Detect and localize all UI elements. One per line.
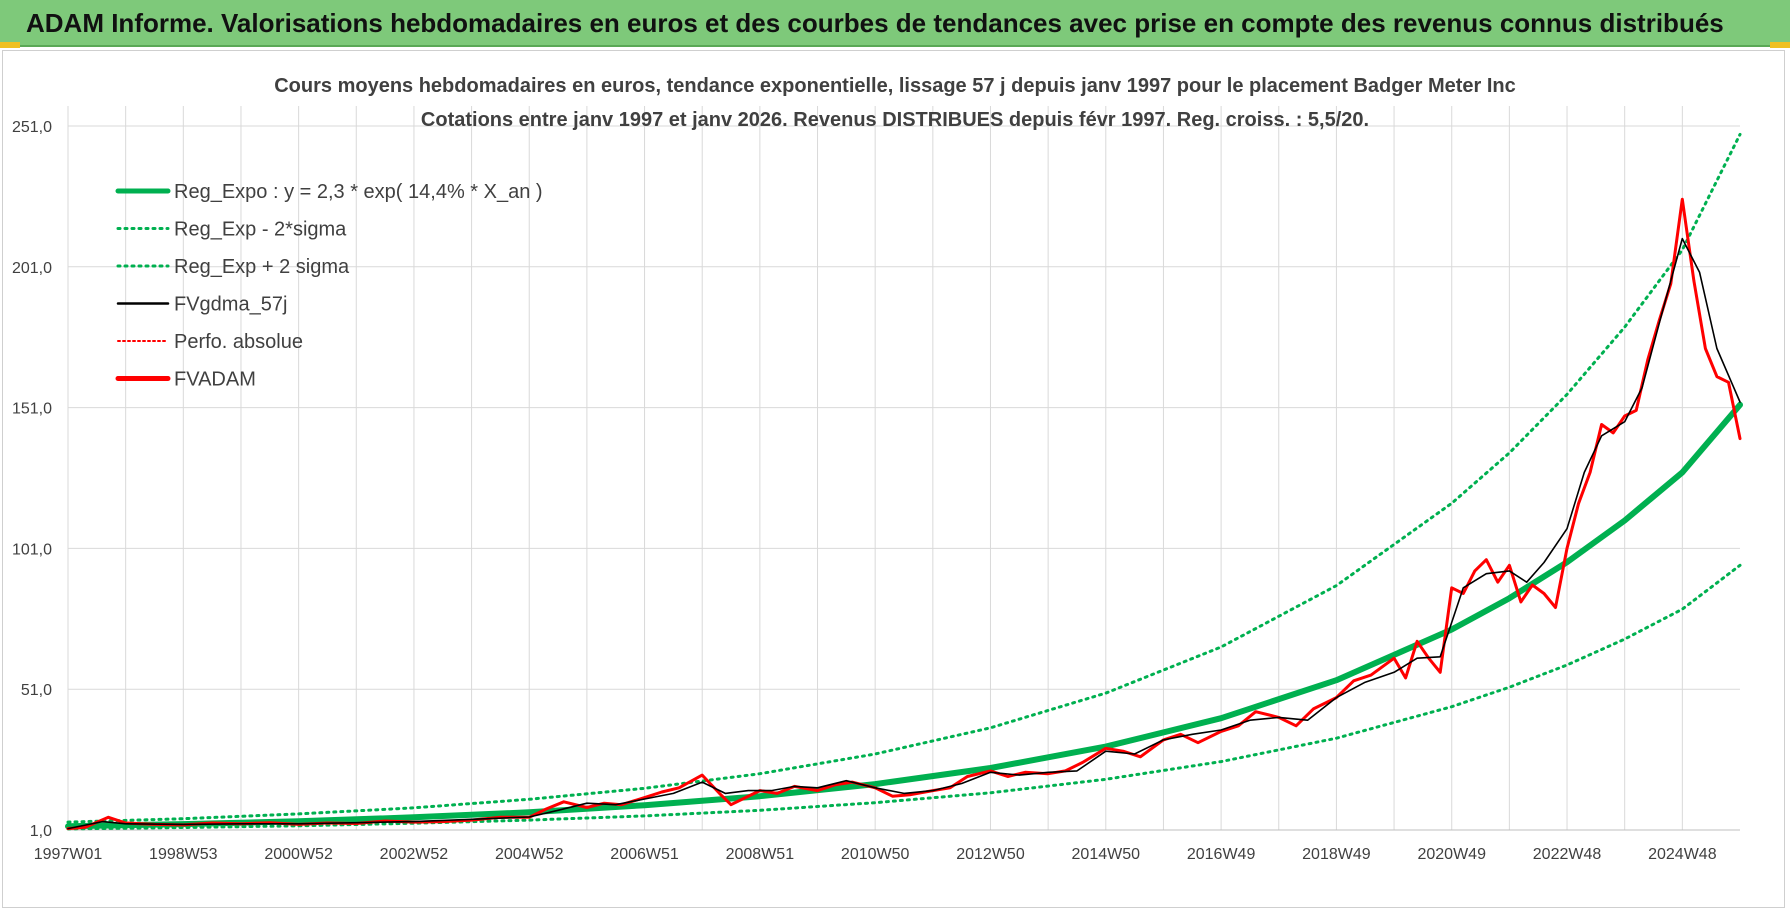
banner-title: ADAM Informe. Valorisations hebdomadaire…: [26, 8, 1724, 38]
x-tick-label: 1998W53: [149, 846, 218, 863]
chart-title-line1: Cours moyens hebdomadaires en euros, ten…: [274, 75, 1516, 97]
axes: 1,0 51,0 101,0 151,0 201,0 251,0 1997W01 1998W5…: [12, 119, 1740, 863]
legend-label-reg_minus: Reg_Exp - 2*sigma: [174, 219, 347, 241]
series-reg-plus-2sigma: [66, 132, 1742, 824]
legend-label-perfo: Perfo. absolue: [174, 331, 303, 353]
y-tick-label: 151,0: [12, 401, 52, 418]
corner-marker-right: [1770, 42, 1790, 48]
legend-label-reg_expo: Reg_Expo : y = 2,3 * exp( 14,4% * X_an ): [174, 181, 543, 203]
x-tick-label: 2024W48: [1648, 846, 1717, 863]
series-fvgdma-57j: [67, 237, 1741, 830]
chart-title-line2: Cotations entre janv 1997 et janv 2026. …: [421, 109, 1369, 131]
report-banner: ADAM Informe. Valorisations hebdomadaire…: [0, 0, 1790, 47]
y-tick-label: 201,0: [12, 260, 52, 277]
legend-label-fvgdma: FVgdma_57j: [174, 294, 287, 316]
y-tick-label: 101,0: [12, 541, 52, 558]
legend-label-fvadam: FVADAM: [174, 369, 256, 391]
y-tick-label: 51,0: [21, 682, 52, 699]
x-tick-label: 2004W52: [495, 846, 564, 863]
x-tick-label: 2008W51: [726, 846, 795, 863]
legend: Reg_Expo : y = 2,3 * exp( 14,4% * X_an )…: [115, 181, 543, 391]
x-tick-label: 1997W01: [34, 846, 103, 863]
x-tick-label: 2006W51: [610, 846, 679, 863]
x-tick-label: 2020W49: [1417, 846, 1486, 863]
x-tick-label: 2018W49: [1302, 846, 1371, 863]
x-tick-label: 2002W52: [380, 846, 449, 863]
series-layer: [65, 132, 1743, 831]
x-tick-label: 2022W48: [1533, 846, 1602, 863]
x-tick-label: 2010W50: [841, 846, 910, 863]
y-tick-label: 251,0: [12, 119, 52, 136]
corner-marker-left: [0, 42, 20, 48]
x-tick-label: 2014W50: [1072, 846, 1141, 863]
chart-frame: [2, 50, 1785, 908]
series-fvadam: [66, 197, 1742, 831]
series-reg-minus-2sigma: [66, 563, 1742, 831]
legend-label-reg_plus: Reg_Exp + 2 sigma: [174, 256, 350, 278]
x-tick-label: 2000W52: [264, 846, 333, 863]
series-reg-expo: [65, 401, 1743, 830]
x-tick-label: 2012W50: [956, 846, 1025, 863]
grid: [67, 106, 1740, 831]
y-tick-label: 1,0: [30, 823, 52, 840]
x-tick-label: 2016W49: [1187, 846, 1256, 863]
